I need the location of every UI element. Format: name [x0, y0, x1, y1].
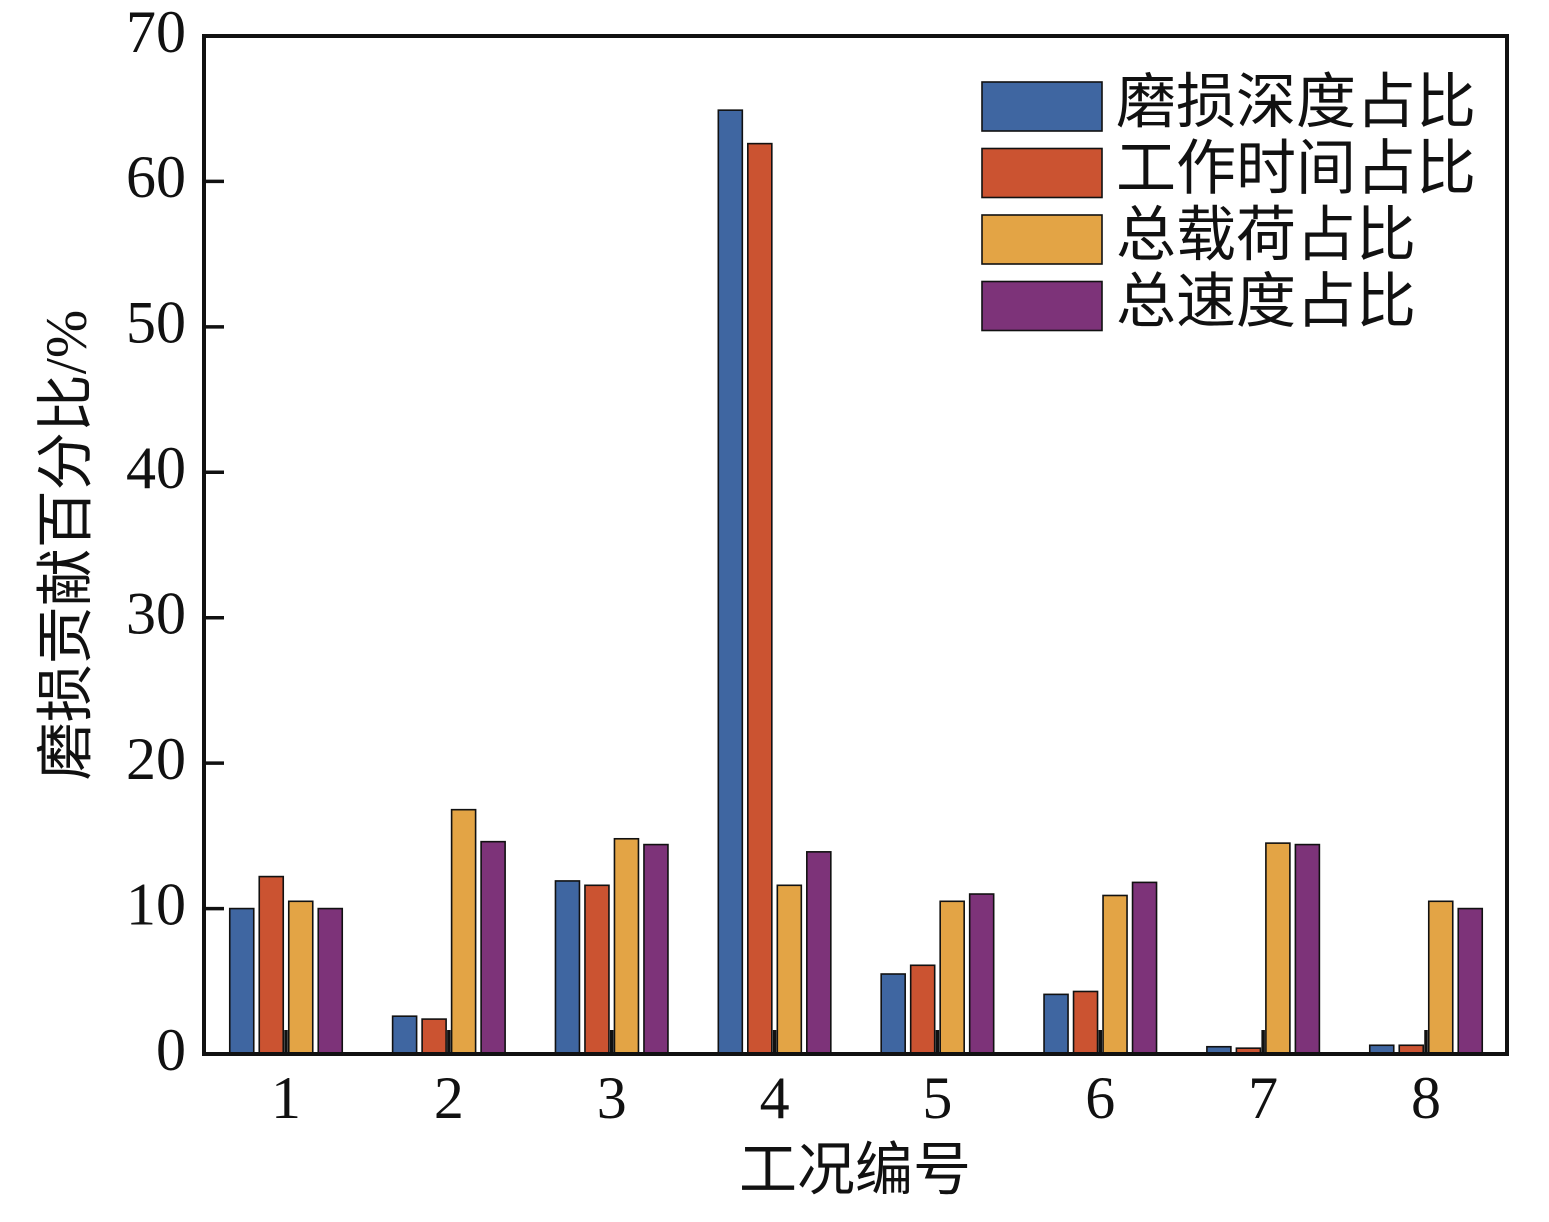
bar-s3-c2 [450, 808, 477, 1055]
bar-s4-c4 [806, 851, 832, 1055]
bar-s4-c3 [643, 843, 669, 1055]
bar-s3-c7 [1265, 842, 1291, 1055]
bar-s1-c5 [880, 973, 906, 1055]
legend-label: 总载荷占比 [1116, 202, 1416, 268]
legend-swatch [981, 214, 1103, 265]
bar-s4-c8 [1457, 907, 1484, 1055]
legend-label: 工作时间占比 [1116, 136, 1476, 202]
legend-swatch [981, 147, 1103, 199]
bar-s2-c6 [1072, 990, 1099, 1055]
y-axis-label: 磨损贡献百分比/% [33, 310, 98, 780]
plot-frame [202, 34, 1509, 1056]
bar-s2-c4 [747, 142, 773, 1055]
y-tick-label: 60 [126, 144, 186, 210]
bar-s3-c8 [1427, 900, 1454, 1055]
bar-s1-c1 [228, 907, 255, 1055]
y-tick-label: 30 [126, 580, 186, 646]
y-tick-label: 70 [126, 0, 186, 65]
bar-series-4 [317, 840, 1484, 1055]
bar-s4-c7 [1294, 843, 1321, 1055]
bar-series-group [228, 109, 1484, 1055]
tick-mark-group [204, 34, 1428, 1056]
bar-s2-c5 [909, 964, 936, 1055]
bar-s4-c5 [968, 893, 995, 1055]
y-tick-label: 50 [126, 290, 186, 356]
y-tick-label: 0 [156, 1017, 186, 1083]
x-tick-label: 5 [922, 1065, 952, 1131]
legend-label: 磨损深度占比 [1116, 69, 1476, 135]
bar-s3-c4 [776, 884, 803, 1055]
x-tick-label: 7 [1248, 1065, 1278, 1131]
bar-s1-c6 [1043, 993, 1069, 1055]
x-tick-label: 8 [1411, 1065, 1441, 1131]
legend-entry: 总速度占比 [981, 269, 1416, 335]
legend-swatch [981, 280, 1103, 332]
bar-series-1 [228, 109, 1395, 1055]
bar-series-2 [258, 142, 1425, 1055]
bar-s2-c3 [584, 884, 610, 1055]
legend-entry: 磨损深度占比 [981, 69, 1476, 135]
y-tick-labels: 0 10 20 30 40 50 60 70 [126, 0, 186, 1083]
bar-s3-c6 [1102, 894, 1128, 1055]
legend-label: 总速度占比 [1116, 269, 1416, 335]
legend-entry: 总载荷占比 [981, 202, 1416, 268]
bar-s4-c1 [317, 907, 344, 1055]
x-tick-label: 2 [434, 1065, 464, 1131]
x-tick-label: 6 [1085, 1065, 1115, 1131]
y-tick-label: 40 [126, 435, 186, 501]
x-axis-label: 工况编号 [739, 1137, 971, 1202]
bar-s3-c5 [939, 900, 965, 1055]
bar-s1-c4 [717, 109, 744, 1055]
x-tick-labels: 1 2 3 4 5 6 7 8 [271, 1065, 1441, 1131]
bar-s3-c3 [613, 837, 640, 1055]
legend-entry: 工作时间占比 [981, 136, 1476, 202]
bar-s1-c3 [554, 880, 581, 1055]
y-tick-label: 20 [126, 726, 186, 792]
y-tick-label: 10 [126, 871, 186, 937]
x-tick-label: 4 [760, 1065, 790, 1131]
bar-s3-c1 [287, 900, 314, 1055]
x-tick-label: 3 [597, 1065, 627, 1131]
bar-s2-c2 [421, 1018, 447, 1055]
bar-s2-c1 [258, 875, 285, 1055]
x-tick-label: 1 [271, 1065, 301, 1131]
bar-s4-c2 [480, 840, 506, 1055]
bar-s4-c6 [1131, 881, 1158, 1055]
legend-swatch [981, 81, 1103, 132]
bar-s1-c2 [391, 1015, 418, 1055]
